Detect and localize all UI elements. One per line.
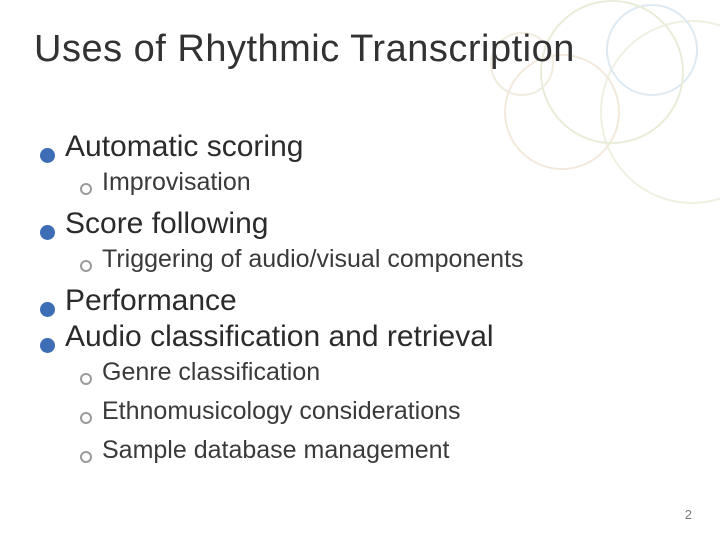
l2-text: Genre classification — [102, 358, 320, 387]
bullet-l2: Genre classification — [80, 358, 680, 387]
circle-bullet-icon — [80, 260, 92, 272]
l2-text: Sample database management — [102, 436, 449, 465]
slide-body: Automatic scoring Improvisation Score fo… — [40, 130, 680, 475]
circle-bullet-icon — [80, 183, 92, 195]
slide: Uses of Rhythmic Transcription Automatic… — [0, 0, 720, 540]
bullet-l1: Score following — [40, 207, 680, 241]
slide-title: Uses of Rhythmic Transcription — [34, 28, 575, 71]
bullet-l2: Sample database management — [80, 436, 680, 465]
bullet-l2: Improvisation — [80, 168, 680, 197]
bullet-l1: Automatic scoring — [40, 130, 680, 164]
bullet-l1: Audio classification and retrieval — [40, 320, 680, 354]
circle-bullet-icon — [80, 412, 92, 424]
disc-bullet-icon — [40, 148, 55, 163]
page-number: 2 — [685, 507, 692, 522]
l1-text: Audio classification and retrieval — [65, 320, 494, 354]
decor-circle — [540, 0, 684, 144]
l2-text: Improvisation — [102, 168, 251, 197]
circle-bullet-icon — [80, 451, 92, 463]
circle-bullet-icon — [80, 373, 92, 385]
disc-bullet-icon — [40, 302, 55, 317]
l1-text: Automatic scoring — [65, 130, 303, 164]
bullet-l2: Triggering of audio/visual components — [80, 245, 680, 274]
l1-text: Score following — [65, 207, 268, 241]
disc-bullet-icon — [40, 338, 55, 353]
disc-bullet-icon — [40, 225, 55, 240]
bullet-l2: Ethnomusicology considerations — [80, 397, 680, 426]
l2-text: Triggering of audio/visual components — [102, 245, 524, 274]
l2-text: Ethnomusicology considerations — [102, 397, 461, 426]
l1-text: Performance — [65, 284, 237, 318]
bullet-l1: Performance — [40, 284, 680, 318]
